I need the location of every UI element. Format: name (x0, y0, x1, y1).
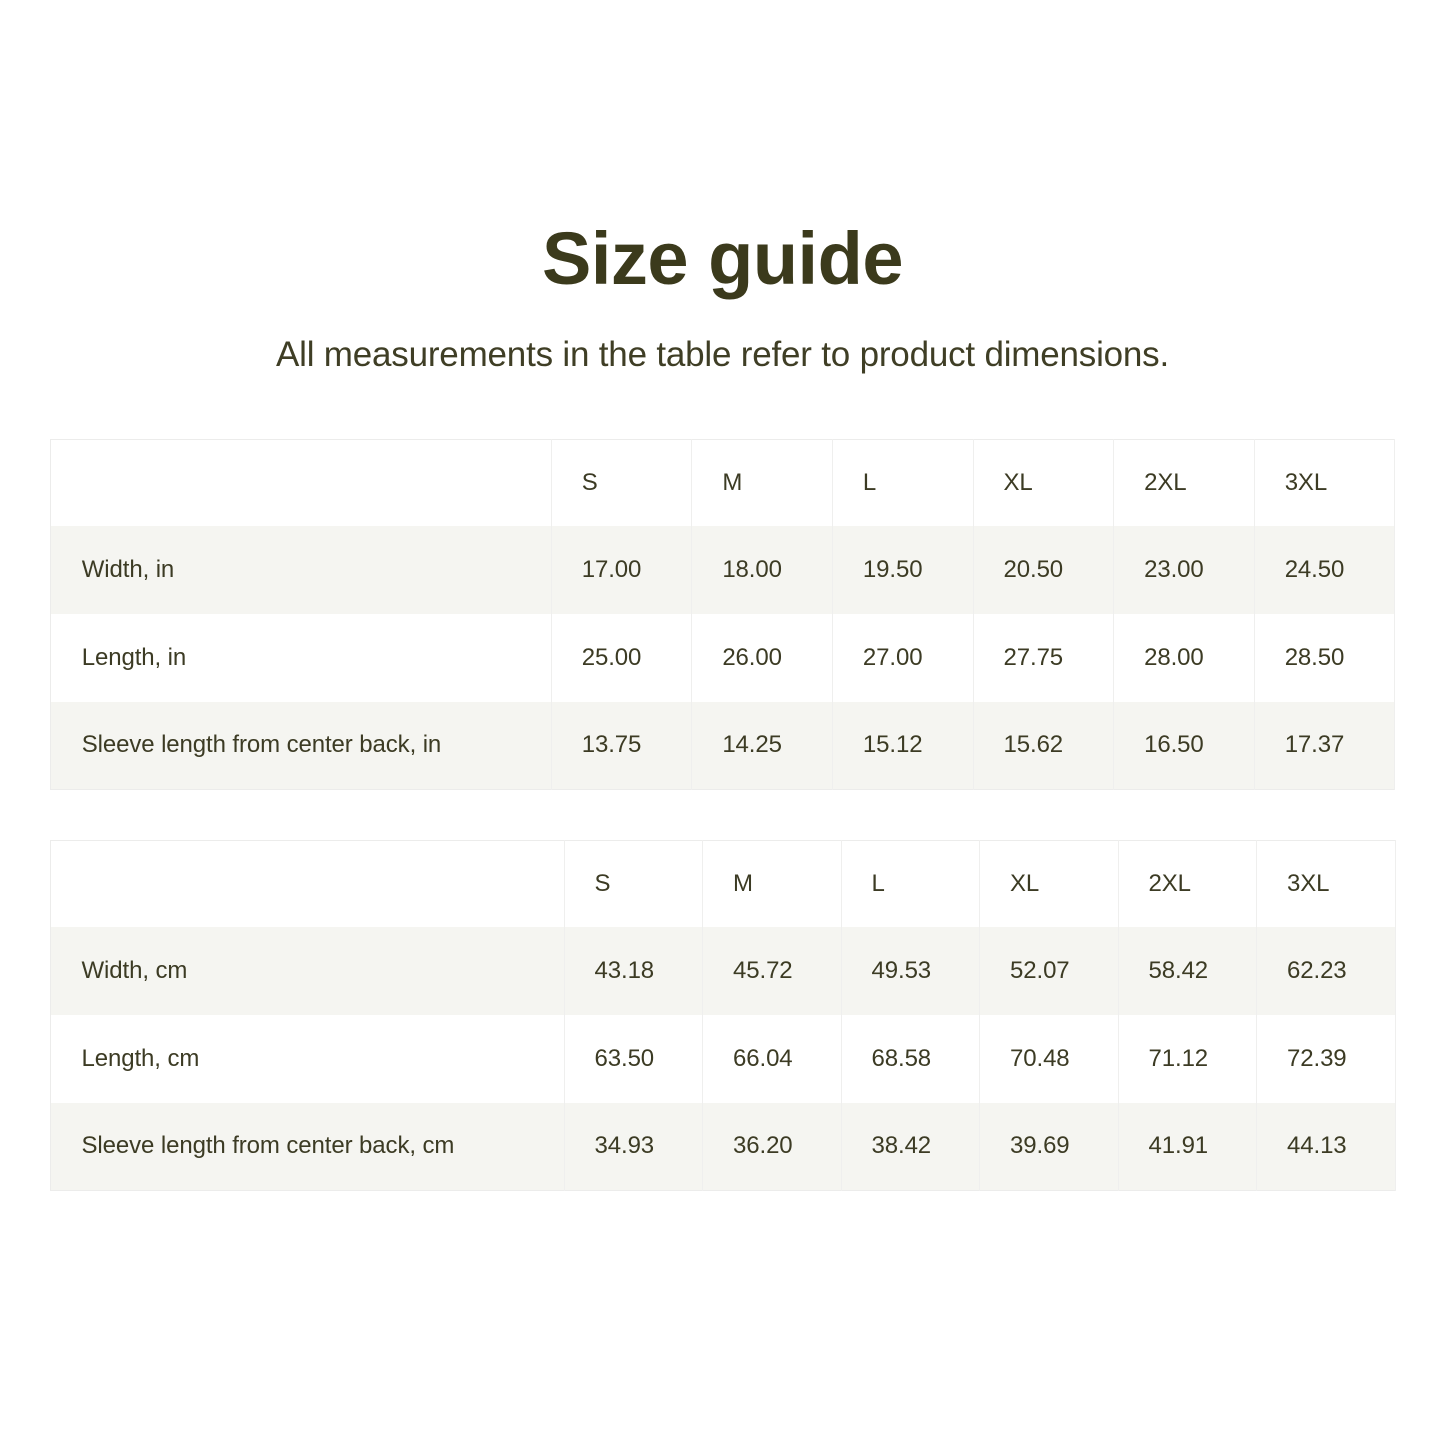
cell-sleeve-in-xl: 15.62 (972, 701, 1115, 790)
cell-sleeve-in-l: 15.12 (831, 701, 974, 790)
cell-length-in-s: 25.00 (550, 613, 693, 702)
column-header-m: M (702, 840, 842, 927)
cell-width-in-s: 17.00 (550, 525, 693, 614)
column-header-xl: XL (972, 439, 1115, 526)
cell-sleeve-cm-3xl: 44.13 (1256, 1102, 1396, 1191)
cell-length-in-2xl: 28.00 (1113, 613, 1255, 702)
size-table-inches: S M L XL 2XL 3XL Width, in 17.00 18.00 1… (49, 439, 1396, 790)
table-row: Sleeve length from center back, cm 34.93… (50, 1102, 1396, 1191)
corner-cell (50, 840, 565, 927)
cell-sleeve-in-s: 13.75 (550, 701, 693, 790)
cell-length-cm-2xl: 71.12 (1117, 1014, 1257, 1103)
row-label-width-in: Width, in (50, 525, 552, 614)
cell-length-cm-m: 66.04 (702, 1014, 842, 1103)
cell-sleeve-cm-xl: 39.69 (979, 1102, 1119, 1191)
cell-width-cm-3xl: 62.23 (1256, 926, 1396, 1015)
cell-length-in-l: 27.00 (831, 613, 974, 702)
cell-length-cm-3xl: 72.39 (1256, 1014, 1396, 1103)
column-header-s: S (563, 840, 703, 927)
table-body-inches: Width, in 17.00 18.00 19.50 20.50 23.00 … (50, 525, 1396, 790)
corner-cell (50, 439, 552, 526)
cell-width-in-xl: 20.50 (972, 525, 1115, 614)
column-header-xl: XL (979, 840, 1119, 927)
cell-length-in-xl: 27.75 (972, 613, 1115, 702)
cell-width-in-l: 19.50 (831, 525, 974, 614)
column-header-2xl: 2XL (1113, 439, 1255, 526)
table-body-centimeters: Width, cm 43.18 45.72 49.53 52.07 58.42 … (50, 926, 1396, 1191)
column-header-2xl: 2XL (1117, 840, 1257, 927)
table-row: Sleeve length from center back, in 13.75… (50, 701, 1396, 790)
cell-sleeve-cm-s: 34.93 (563, 1102, 703, 1191)
cell-length-in-3xl: 28.50 (1253, 613, 1396, 702)
cell-sleeve-cm-2xl: 41.91 (1117, 1102, 1257, 1191)
cell-sleeve-in-m: 14.25 (691, 701, 833, 790)
cell-length-cm-xl: 70.48 (979, 1014, 1119, 1103)
cell-width-in-2xl: 23.00 (1113, 525, 1255, 614)
column-header-s: S (550, 439, 693, 526)
column-header-m: M (691, 439, 833, 526)
table-row: Length, cm 63.50 66.04 68.58 70.48 71.12… (50, 1014, 1396, 1103)
row-label-length-cm: Length, cm (50, 1014, 565, 1103)
column-header-l: L (831, 439, 974, 526)
table-header-row: S M L XL 2XL 3XL (50, 840, 1396, 927)
table-row: Width, in 17.00 18.00 19.50 20.50 23.00 … (50, 525, 1396, 614)
cell-sleeve-cm-l: 38.42 (840, 1102, 980, 1191)
page-header: Size guide All measurements in the table… (0, 0, 1445, 376)
cell-length-cm-l: 68.58 (840, 1014, 980, 1103)
page-title: Size guide (542, 217, 903, 300)
table-row: Length, in 25.00 26.00 27.00 27.75 28.00… (50, 613, 1396, 702)
row-label-sleeve-cm: Sleeve length from center back, cm (50, 1102, 565, 1191)
cell-width-in-3xl: 24.50 (1253, 525, 1396, 614)
row-label-sleeve-in: Sleeve length from center back, in (50, 701, 552, 790)
cell-width-cm-2xl: 58.42 (1117, 926, 1257, 1015)
size-tables-container: S M L XL 2XL 3XL Width, in 17.00 18.00 1… (0, 376, 1445, 1191)
cell-sleeve-cm-m: 36.20 (702, 1102, 842, 1191)
column-header-3xl: 3XL (1253, 439, 1396, 526)
row-label-width-cm: Width, cm (50, 926, 565, 1015)
row-label-length-in: Length, in (50, 613, 552, 702)
column-header-3xl: 3XL (1256, 840, 1396, 927)
table-header-row: S M L XL 2XL 3XL (50, 439, 1396, 526)
cell-length-cm-s: 63.50 (563, 1014, 703, 1103)
cell-sleeve-in-3xl: 17.37 (1253, 701, 1396, 790)
column-header-l: L (840, 840, 980, 927)
cell-width-cm-m: 45.72 (702, 926, 842, 1015)
size-table-centimeters: S M L XL 2XL 3XL Width, cm 43.18 45.72 4… (49, 840, 1396, 1191)
cell-width-cm-l: 49.53 (840, 926, 980, 1015)
table-header-centimeters: S M L XL 2XL 3XL (50, 840, 1396, 927)
table-header-inches: S M L XL 2XL 3XL (50, 439, 1396, 526)
table-row: Width, cm 43.18 45.72 49.53 52.07 58.42 … (50, 926, 1396, 1015)
cell-width-in-m: 18.00 (691, 525, 833, 614)
cell-length-in-m: 26.00 (691, 613, 833, 702)
page-subtitle: All measurements in the table refer to p… (275, 335, 1170, 374)
cell-width-cm-s: 43.18 (563, 926, 703, 1015)
cell-sleeve-in-2xl: 16.50 (1113, 701, 1255, 790)
cell-width-cm-xl: 52.07 (979, 926, 1119, 1015)
